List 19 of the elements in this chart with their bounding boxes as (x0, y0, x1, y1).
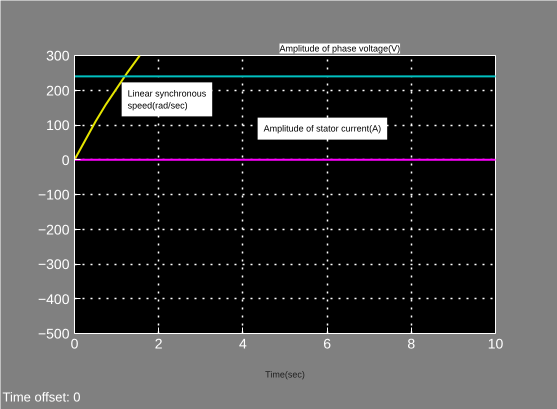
series-label: Linear synchronous speed(rad/sec) (128, 88, 207, 110)
x-tick-label: 6 (323, 336, 332, 352)
x-tick-label: 4 (239, 336, 248, 352)
y-tick-label: 100 (46, 117, 70, 133)
x-axis-title: Time(sec) (265, 370, 305, 380)
text: Time offset: 0 (2, 390, 81, 404)
text: Amplitude of stator current(A) (264, 124, 382, 134)
x-tick-label: 10 (488, 336, 504, 352)
y-tick-label: −300 (38, 256, 70, 272)
y-tick-label: −100 (38, 186, 70, 202)
y-tick-label: 0 (62, 152, 70, 168)
x-tick-label: 2 (154, 336, 163, 352)
x-tick-label: 8 (407, 336, 416, 352)
y-tick-label: 200 (46, 82, 70, 98)
y-tick-label: −200 (38, 221, 70, 238)
text: Amplitude of phase voltage(V) (280, 44, 400, 54)
y-tick-label: −400 (38, 290, 70, 307)
y-tick-label: 300 (46, 48, 70, 64)
y-tick-label: −500 (38, 326, 70, 342)
